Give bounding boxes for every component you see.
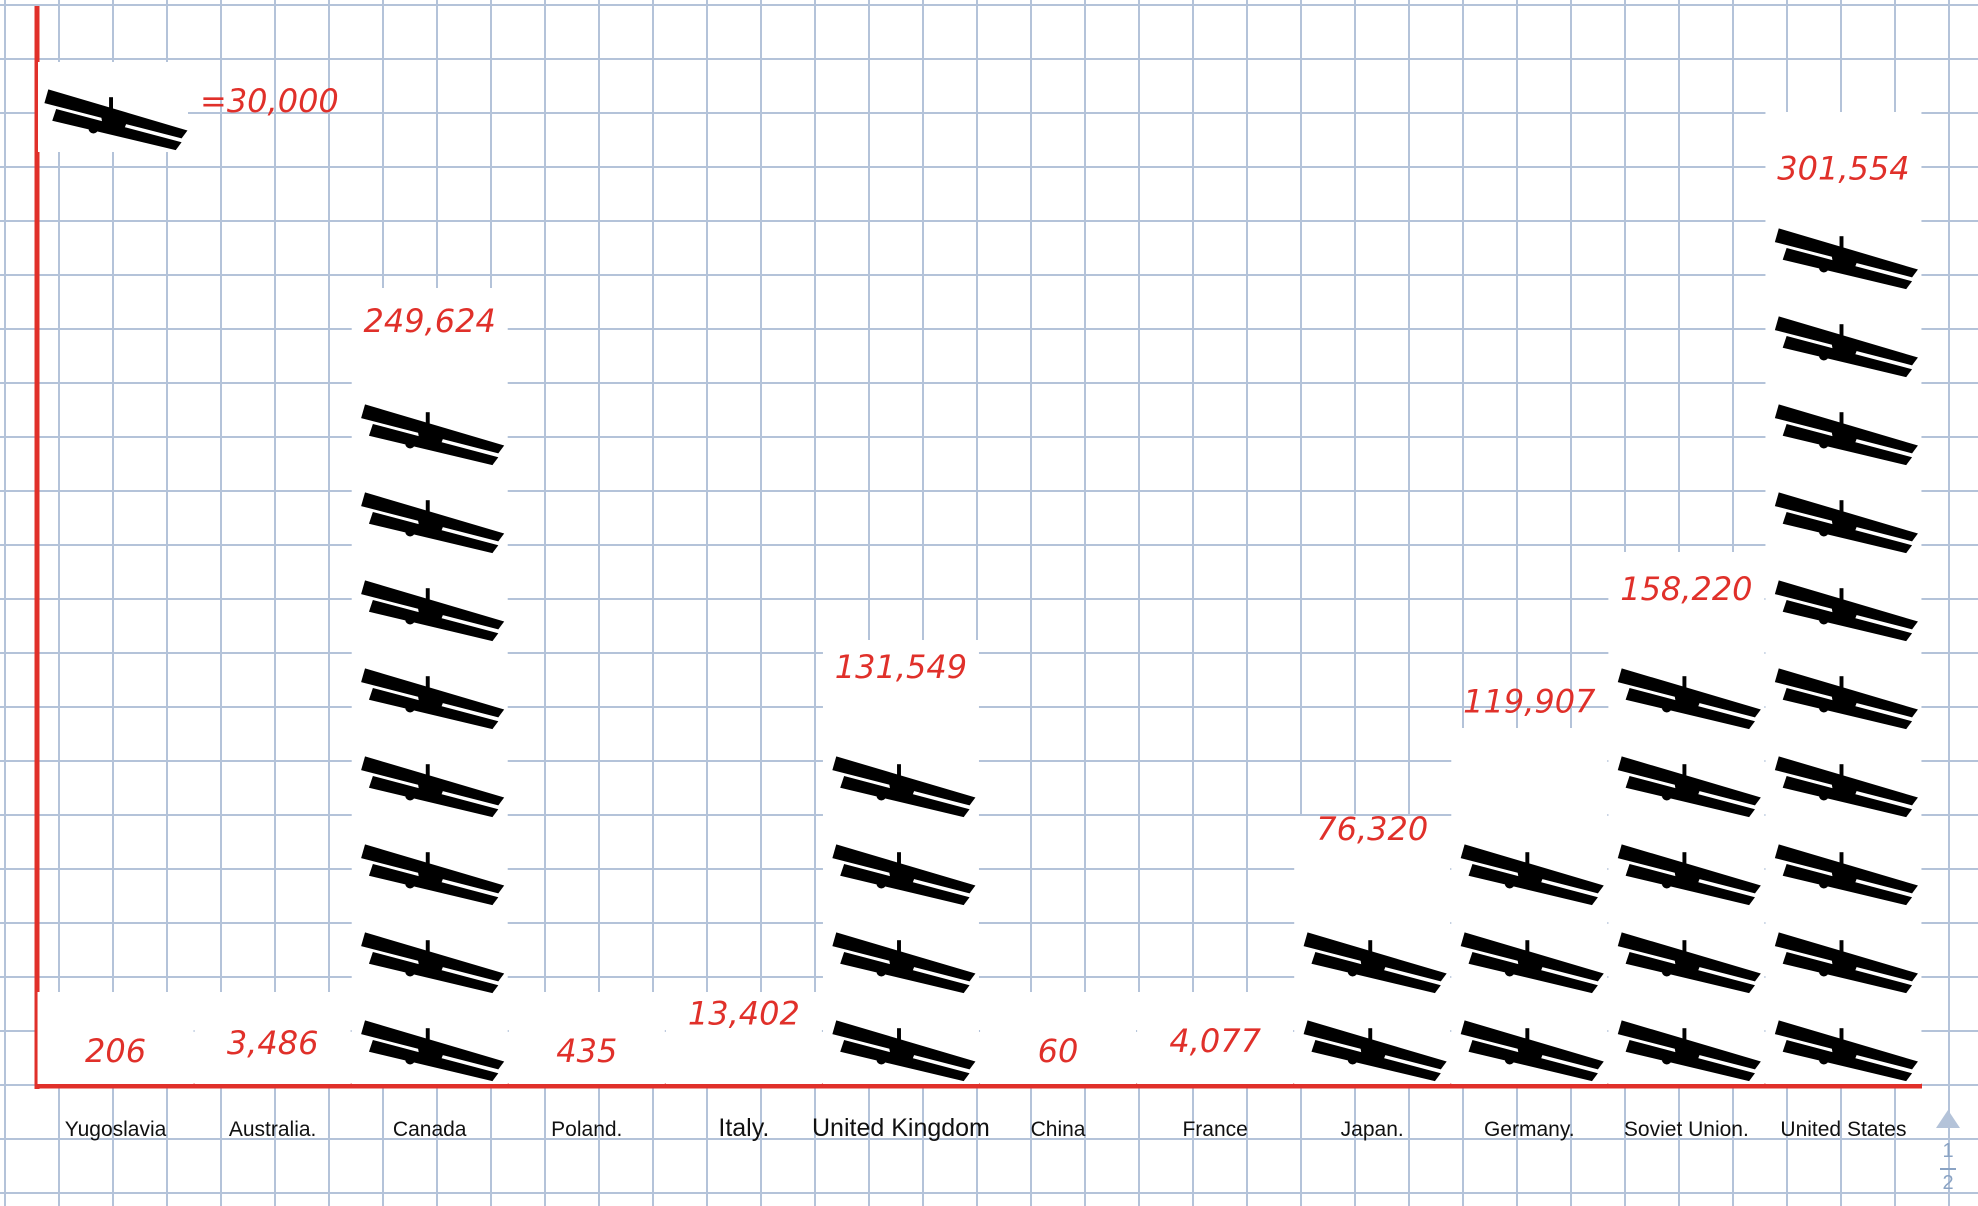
category-label: United Kingdom [812, 1114, 990, 1142]
bar-background [194, 992, 351, 1084]
data-label: 76,320 [1316, 810, 1428, 848]
scroll-up-icon[interactable] [1936, 1110, 1960, 1128]
page-divider [1940, 1168, 1956, 1170]
category-label: France [1182, 1118, 1247, 1141]
bar-background [1137, 992, 1294, 1084]
category-label: Poland. [551, 1118, 622, 1141]
bar-background [37, 992, 194, 1084]
category-label: United States [1780, 1118, 1906, 1141]
category-label: China [1031, 1118, 1086, 1141]
data-label: 435 [556, 1032, 617, 1070]
data-label: 119,907 [1463, 682, 1596, 720]
category-label: Italy. [718, 1114, 769, 1142]
data-label: 4,077 [1169, 1022, 1261, 1060]
category-label: Soviet Union. [1624, 1118, 1749, 1141]
data-label: 3,486 [227, 1024, 319, 1062]
data-label: 206 [85, 1032, 146, 1070]
category-label: Japan. [1341, 1118, 1404, 1141]
data-label: 131,549 [835, 648, 967, 686]
data-label: 60 [1038, 1032, 1079, 1070]
category-label: Germany. [1484, 1118, 1575, 1141]
bar-background [665, 992, 822, 1084]
page-scroller[interactable]: 1 2 [1932, 1110, 1968, 1206]
page-current: 1 [1942, 1140, 1954, 1162]
data-label: 301,554 [1777, 149, 1909, 187]
page-total: 2 [1942, 1172, 1954, 1194]
category-label: Yugoslavia [65, 1118, 167, 1141]
category-label: Canada [393, 1118, 467, 1141]
key-label: =30,000 [200, 82, 339, 120]
category-label: Australia. [229, 1118, 317, 1141]
bar-background [980, 992, 1137, 1084]
data-label: 13,402 [688, 995, 800, 1033]
bar-background [1608, 552, 1765, 1084]
bar-background [508, 992, 665, 1084]
data-label: 249,624 [364, 302, 496, 340]
data-label: 158,220 [1620, 570, 1752, 608]
